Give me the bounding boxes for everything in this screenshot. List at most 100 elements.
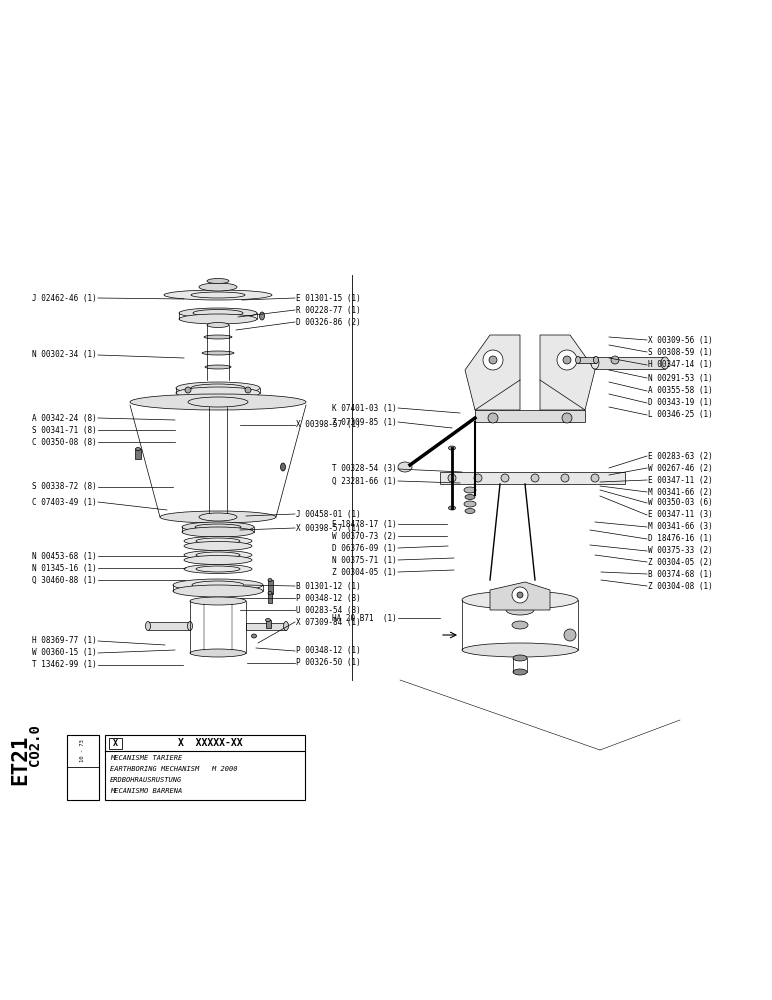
Text: Q 30460-88 (1): Q 30460-88 (1)	[32, 576, 97, 584]
Ellipse shape	[204, 335, 232, 339]
Text: Z 00304-05 (2): Z 00304-05 (2)	[648, 558, 713, 566]
Ellipse shape	[184, 536, 252, 546]
Ellipse shape	[661, 357, 669, 369]
Ellipse shape	[398, 462, 412, 472]
Text: S 00308-59 (1): S 00308-59 (1)	[648, 348, 713, 357]
Ellipse shape	[207, 278, 229, 284]
Bar	[266, 620, 271, 628]
Circle shape	[611, 356, 619, 364]
Ellipse shape	[202, 351, 234, 355]
Text: E 00283-63 (2): E 00283-63 (2)	[648, 452, 713, 460]
Circle shape	[564, 629, 576, 641]
Text: B 01301-12 (1): B 01301-12 (1)	[296, 582, 361, 590]
Text: D 06376-09 (1): D 06376-09 (1)	[332, 544, 397, 552]
Ellipse shape	[259, 312, 265, 320]
Text: C 07403-49 (1): C 07403-49 (1)	[32, 497, 97, 506]
Text: N 01345-16 (1): N 01345-16 (1)	[32, 564, 97, 572]
Ellipse shape	[179, 314, 257, 324]
Text: W 00360-15 (1): W 00360-15 (1)	[32, 648, 97, 658]
Ellipse shape	[184, 550, 252, 560]
Text: P 00348-12 (8): P 00348-12 (8)	[296, 593, 361, 602]
Ellipse shape	[136, 448, 141, 450]
Text: N 00375-71 (1): N 00375-71 (1)	[332, 556, 397, 564]
Text: D 00343-19 (1): D 00343-19 (1)	[648, 398, 713, 408]
Circle shape	[512, 587, 528, 603]
Text: E 00347-11 (2): E 00347-11 (2)	[648, 476, 713, 485]
Text: J 00458-01 (1): J 00458-01 (1)	[296, 510, 361, 518]
Text: MECANISME TARIERE: MECANISME TARIERE	[110, 755, 182, 761]
Text: ERDBOHRAUSRUSTUNG: ERDBOHRAUSRUSTUNG	[110, 777, 182, 783]
Text: P 00348-12 (1): P 00348-12 (1)	[296, 647, 361, 656]
Ellipse shape	[173, 585, 263, 597]
Ellipse shape	[594, 357, 598, 363]
Text: Z 00304-05 (1): Z 00304-05 (1)	[332, 568, 397, 576]
Bar	[135, 449, 141, 459]
Text: H 08369-77 (1): H 08369-77 (1)	[32, 637, 97, 646]
Text: MECANISMO BARRENA: MECANISMO BARRENA	[110, 788, 182, 794]
Text: X  XXXXX-XX: X XXXXX-XX	[178, 738, 242, 748]
Circle shape	[562, 413, 572, 423]
Circle shape	[531, 474, 539, 482]
Text: Z 00304-08 (1): Z 00304-08 (1)	[648, 582, 713, 590]
Ellipse shape	[464, 487, 476, 493]
Text: W 00375-33 (2): W 00375-33 (2)	[648, 546, 713, 556]
Ellipse shape	[145, 621, 151, 631]
Text: A 00342-24 (8): A 00342-24 (8)	[32, 414, 97, 422]
Circle shape	[483, 350, 503, 370]
Bar	[67, 735, 99, 800]
Text: HA 20 B71  (1): HA 20 B71 (1)	[332, 613, 397, 622]
Ellipse shape	[190, 597, 246, 605]
Text: E 00347-11 (3): E 00347-11 (3)	[648, 510, 713, 520]
Text: X 00309-56 (1): X 00309-56 (1)	[648, 336, 713, 344]
Text: X: X	[113, 738, 117, 748]
Ellipse shape	[160, 511, 276, 523]
Bar	[595, 357, 665, 369]
Ellipse shape	[164, 290, 272, 300]
Ellipse shape	[512, 621, 528, 629]
Circle shape	[517, 592, 523, 598]
Text: H 00347-14 (1): H 00347-14 (1)	[648, 360, 713, 369]
Ellipse shape	[575, 357, 581, 363]
Ellipse shape	[268, 578, 272, 582]
Bar	[440, 472, 625, 484]
Ellipse shape	[176, 382, 260, 394]
Text: T 00328-54 (3): T 00328-54 (3)	[332, 464, 397, 474]
Text: M 00341-66 (2): M 00341-66 (2)	[648, 488, 713, 496]
Text: X 00398-57 (1): X 00398-57 (1)	[296, 420, 361, 430]
Text: Z 07309-85 (1): Z 07309-85 (1)	[332, 418, 397, 426]
Ellipse shape	[506, 605, 534, 615]
Circle shape	[501, 474, 509, 482]
Circle shape	[561, 474, 569, 482]
Ellipse shape	[280, 463, 286, 471]
Text: N 00302-34 (1): N 00302-34 (1)	[32, 351, 97, 360]
Text: A 00355-58 (1): A 00355-58 (1)	[648, 386, 713, 395]
Ellipse shape	[179, 308, 257, 318]
Polygon shape	[490, 582, 550, 610]
Ellipse shape	[252, 634, 256, 638]
Ellipse shape	[462, 591, 578, 609]
Text: X 07309-84 (1): X 07309-84 (1)	[296, 617, 361, 626]
Ellipse shape	[199, 283, 237, 291]
Ellipse shape	[462, 643, 578, 657]
Ellipse shape	[513, 669, 527, 675]
Circle shape	[489, 356, 497, 364]
Ellipse shape	[513, 655, 527, 661]
Bar	[268, 593, 272, 603]
Ellipse shape	[190, 649, 246, 657]
Ellipse shape	[449, 506, 455, 510]
Text: B 00374-68 (1): B 00374-68 (1)	[648, 570, 713, 578]
Bar	[109, 738, 122, 749]
Text: X 00398-57 (1): X 00398-57 (1)	[296, 524, 361, 532]
Text: J 02462-46 (1): J 02462-46 (1)	[32, 294, 97, 302]
Circle shape	[448, 474, 456, 482]
Text: EARTHBORING MECHANISM   M 2000: EARTHBORING MECHANISM M 2000	[110, 766, 238, 772]
Circle shape	[245, 387, 251, 393]
Text: E 01301-15 (1): E 01301-15 (1)	[296, 294, 361, 302]
Ellipse shape	[465, 494, 475, 499]
Ellipse shape	[283, 621, 289, 631]
Text: W 00370-73 (2): W 00370-73 (2)	[332, 532, 397, 540]
Text: P 00326-50 (1): P 00326-50 (1)	[296, 658, 361, 668]
Text: L 00346-25 (1): L 00346-25 (1)	[648, 410, 713, 420]
Bar	[475, 410, 585, 422]
Ellipse shape	[184, 564, 252, 574]
